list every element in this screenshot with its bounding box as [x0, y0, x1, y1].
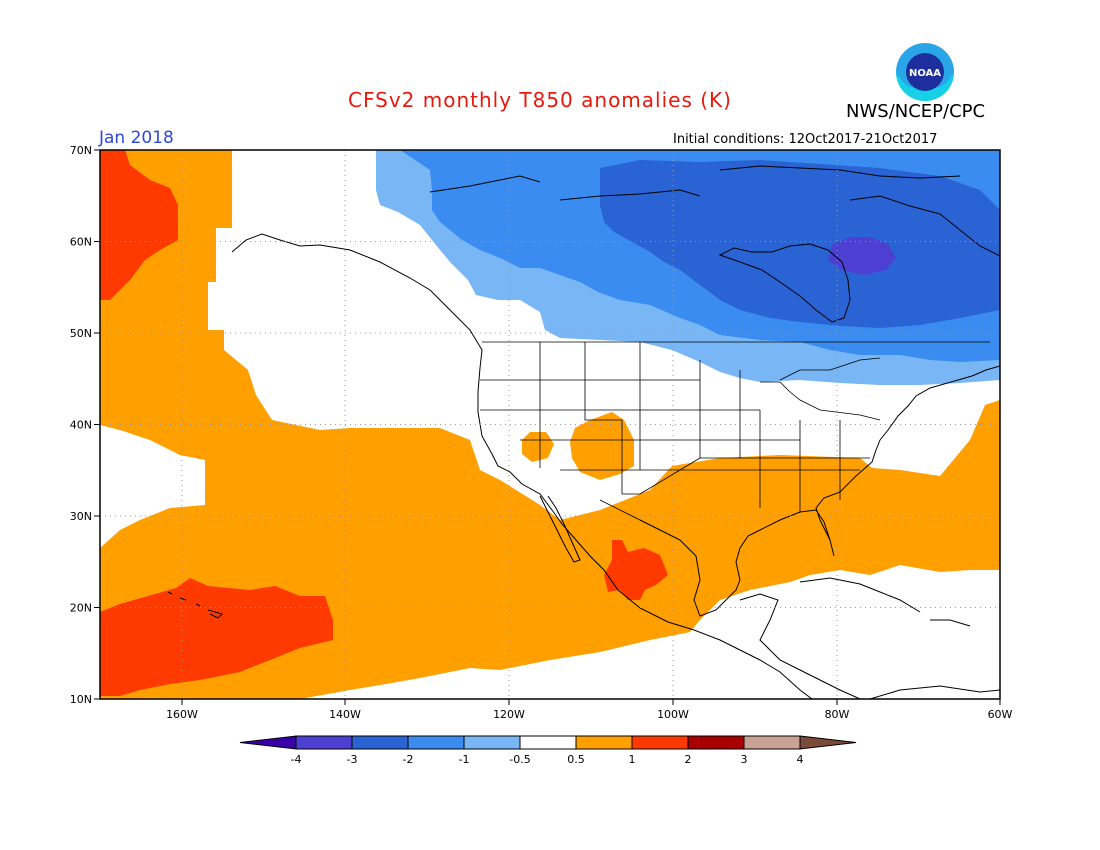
- colorbar-segment: [407, 735, 465, 750]
- anomaly-field: [100, 150, 1000, 699]
- lon-label: 80W: [825, 708, 850, 721]
- lat-label: 40N: [70, 419, 92, 432]
- lat-label: 70N: [70, 144, 92, 157]
- lat-label: 60N: [70, 236, 92, 249]
- colorbar-label: 1: [629, 753, 636, 766]
- colorbar-segment: [631, 735, 689, 750]
- warm-anomaly-pacific: [100, 150, 1000, 699]
- cold-anomaly-strong: [600, 160, 1000, 328]
- hot-anomaly-bering: [100, 150, 178, 300]
- lat-label: 20N: [70, 602, 92, 615]
- colorbar-label: -2: [403, 753, 414, 766]
- map-title: CFSv2 monthly T850 anomalies (K): [348, 88, 732, 112]
- colorbar-label: -1: [459, 753, 470, 766]
- colorbar-segment: [575, 735, 633, 750]
- colorbar-segment: [351, 735, 409, 750]
- lon-label: 60W: [988, 708, 1013, 721]
- colorbar: -4 -3 -2 -1 -0.5 0.5 1 2 3 4: [239, 735, 857, 766]
- cold-anomaly-peak: [828, 237, 896, 275]
- graticule: [100, 150, 1000, 699]
- lon-label: 100W: [657, 708, 689, 721]
- noaa-logo-icon: NOAA: [896, 43, 954, 101]
- colorbar-segment: [687, 735, 745, 750]
- hot-anomaly-hawaii: [100, 578, 333, 696]
- colorbar-label: 3: [741, 753, 748, 766]
- colorbar-max-arrow: [799, 735, 857, 750]
- lat-label: 50N: [70, 327, 92, 340]
- colorbar-segment: [743, 735, 801, 750]
- lon-axis: 160W 140W 120W 100W 80W 60W: [166, 699, 1013, 721]
- colorbar-label: 0.5: [567, 753, 585, 766]
- agency-label: NWS/NCEP/CPC: [846, 101, 986, 122]
- hot-anomaly-mexico: [604, 540, 668, 600]
- lat-axis: 70N 60N 50N 40N 30N 20N 10N: [70, 144, 100, 706]
- colorbar-label: -3: [347, 753, 358, 766]
- warm-anomaly-southwest: [570, 412, 634, 480]
- colorbar-segment: [519, 735, 577, 750]
- lon-label: 160W: [166, 708, 198, 721]
- colorbar-label: 2: [685, 753, 692, 766]
- colorbar-label: 4: [797, 753, 804, 766]
- coastlines: [167, 165, 1000, 699]
- noaa-logo-text: NOAA: [909, 68, 941, 79]
- political-borders: [480, 341, 990, 521]
- colorbar-segment: [463, 735, 521, 750]
- valid-month: Jan 2018: [99, 128, 174, 148]
- initial-conditions: Initial conditions: 12Oct2017-21Oct2017: [673, 132, 938, 147]
- colorbar-label: -4: [291, 753, 302, 766]
- lon-label: 140W: [329, 708, 361, 721]
- warm-anomaly-nevada: [522, 432, 554, 462]
- lon-label: 120W: [493, 708, 525, 721]
- lat-label: 30N: [70, 510, 92, 523]
- colorbar-min-arrow: [239, 735, 297, 750]
- colorbar-segment: [295, 735, 353, 750]
- colorbar-label: -0.5: [509, 753, 530, 766]
- lat-label: 10N: [70, 693, 92, 706]
